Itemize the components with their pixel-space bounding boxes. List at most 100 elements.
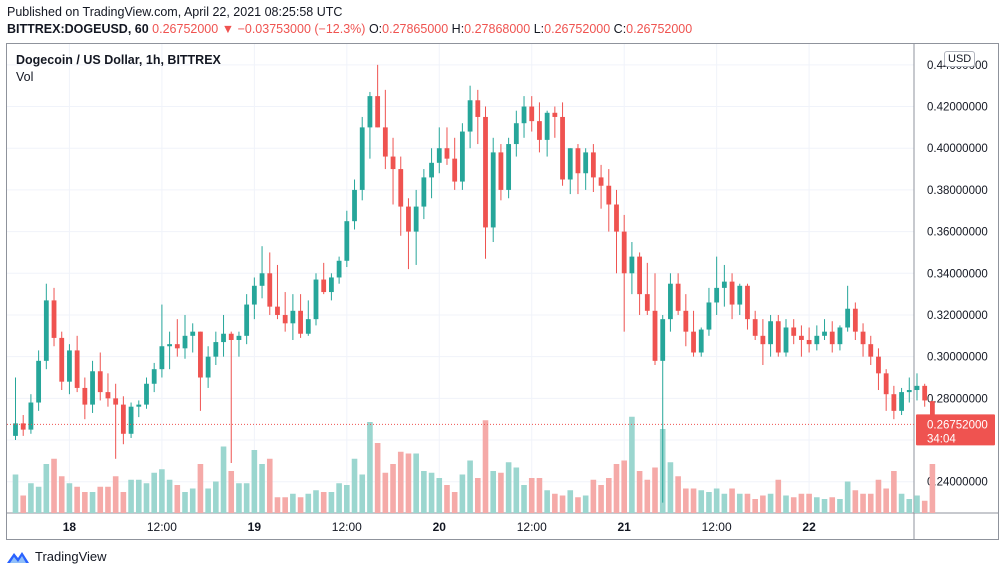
candle-body[interactable] <box>637 256 643 295</box>
candle-body[interactable] <box>359 127 365 190</box>
candle-body[interactable] <box>221 333 226 343</box>
candle-body[interactable] <box>745 285 750 320</box>
candle-body[interactable] <box>182 335 188 349</box>
candle-body[interactable] <box>205 356 211 378</box>
candle-body[interactable] <box>521 106 527 124</box>
candle-body[interactable] <box>883 373 889 395</box>
footer-brand[interactable]: TradingView <box>6 549 107 564</box>
candle-body[interactable] <box>444 148 450 159</box>
candle-body[interactable] <box>275 306 280 315</box>
candle-body[interactable] <box>67 350 72 382</box>
candle-body[interactable] <box>298 310 303 334</box>
candle-body[interactable] <box>167 344 172 347</box>
candle-body[interactable] <box>421 177 427 207</box>
candle-body[interactable] <box>398 169 404 207</box>
candle-body[interactable] <box>483 116 488 228</box>
candle-body[interactable] <box>914 385 920 391</box>
candle-body[interactable] <box>290 310 296 324</box>
candle-body[interactable] <box>198 331 203 378</box>
candle-body[interactable] <box>452 158 458 182</box>
candle-body[interactable] <box>598 177 604 186</box>
candle-body[interactable] <box>614 204 619 232</box>
candle-body[interactable] <box>860 331 866 345</box>
candle-body[interactable] <box>529 106 535 122</box>
candle-body[interactable] <box>567 148 573 180</box>
candle-body[interactable] <box>644 294 650 311</box>
candle-body[interactable] <box>251 285 257 305</box>
candle-body[interactable] <box>876 356 881 374</box>
candle-body[interactable] <box>660 319 666 361</box>
candle-body[interactable] <box>51 300 57 338</box>
candle-body[interactable] <box>575 148 581 174</box>
candle-body[interactable] <box>729 281 735 305</box>
candle-body[interactable] <box>791 327 797 336</box>
candle-body[interactable] <box>583 152 589 174</box>
candle-body[interactable] <box>513 123 519 145</box>
candle-body[interactable] <box>698 329 704 353</box>
candle-body[interactable] <box>629 256 635 274</box>
candle-body[interactable] <box>43 300 49 361</box>
candle-body[interactable] <box>737 285 743 305</box>
candle-body[interactable] <box>775 321 781 353</box>
candle-body[interactable] <box>128 406 134 434</box>
candle-body[interactable] <box>282 314 288 324</box>
candle-body[interactable] <box>814 335 820 345</box>
candle-body[interactable] <box>783 327 789 353</box>
candle-body[interactable] <box>105 392 111 399</box>
candle-body[interactable] <box>544 112 550 140</box>
candle-body[interactable] <box>691 331 696 353</box>
candle-body[interactable] <box>837 327 843 345</box>
candle-body[interactable] <box>899 392 904 411</box>
candle-body[interactable] <box>190 331 196 336</box>
candle-body[interactable] <box>652 310 658 361</box>
candle-body[interactable] <box>714 287 720 303</box>
candle-body[interactable] <box>845 308 851 328</box>
candle-body[interactable] <box>382 127 388 157</box>
candle-body[interactable] <box>706 302 712 330</box>
candle-body[interactable] <box>74 350 80 388</box>
candle-body[interactable] <box>329 277 334 293</box>
candle-body[interactable] <box>20 423 26 430</box>
candle-body[interactable] <box>475 100 481 117</box>
candle-body[interactable] <box>506 144 512 190</box>
candle-body[interactable] <box>59 337 65 382</box>
candle-body[interactable] <box>806 339 812 345</box>
candle-body[interactable] <box>683 310 689 332</box>
candle-body[interactable] <box>406 206 411 232</box>
candle-body[interactable] <box>136 404 142 407</box>
candle-body[interactable] <box>891 394 897 411</box>
candle-body[interactable] <box>799 335 804 340</box>
candle-body[interactable] <box>36 360 42 403</box>
candle-body[interactable] <box>352 189 357 222</box>
candle-body[interactable] <box>313 279 319 320</box>
candle-body[interactable] <box>760 335 766 345</box>
candle-body[interactable] <box>429 162 434 178</box>
candle-body[interactable] <box>675 283 681 311</box>
candle-body[interactable] <box>490 152 496 228</box>
candle-body[interactable] <box>113 398 119 405</box>
candle-body[interactable] <box>90 371 95 405</box>
candle-body[interactable] <box>829 331 835 345</box>
candle-body[interactable] <box>459 131 465 182</box>
candle-body[interactable] <box>768 321 773 345</box>
candle-body[interactable] <box>467 100 473 132</box>
candle-body[interactable] <box>174 344 180 349</box>
candle-body[interactable] <box>752 319 758 336</box>
candle-body[interactable] <box>97 371 103 393</box>
candle-body[interactable] <box>436 148 442 163</box>
candle-body[interactable] <box>367 96 373 128</box>
candle-body[interactable] <box>159 346 165 370</box>
candle-body[interactable] <box>922 385 928 401</box>
currency-button[interactable]: USD <box>944 51 976 67</box>
candle-body[interactable] <box>560 116 565 180</box>
candle-body[interactable] <box>929 401 935 425</box>
candle-body[interactable] <box>259 273 265 286</box>
candle-body[interactable] <box>120 404 126 434</box>
candle-body[interactable] <box>244 304 250 336</box>
candle-body[interactable] <box>151 369 157 384</box>
candle-body[interactable] <box>144 383 149 405</box>
candle-body[interactable] <box>344 221 350 261</box>
candle-body[interactable] <box>390 156 396 170</box>
candle-body[interactable] <box>621 231 627 274</box>
